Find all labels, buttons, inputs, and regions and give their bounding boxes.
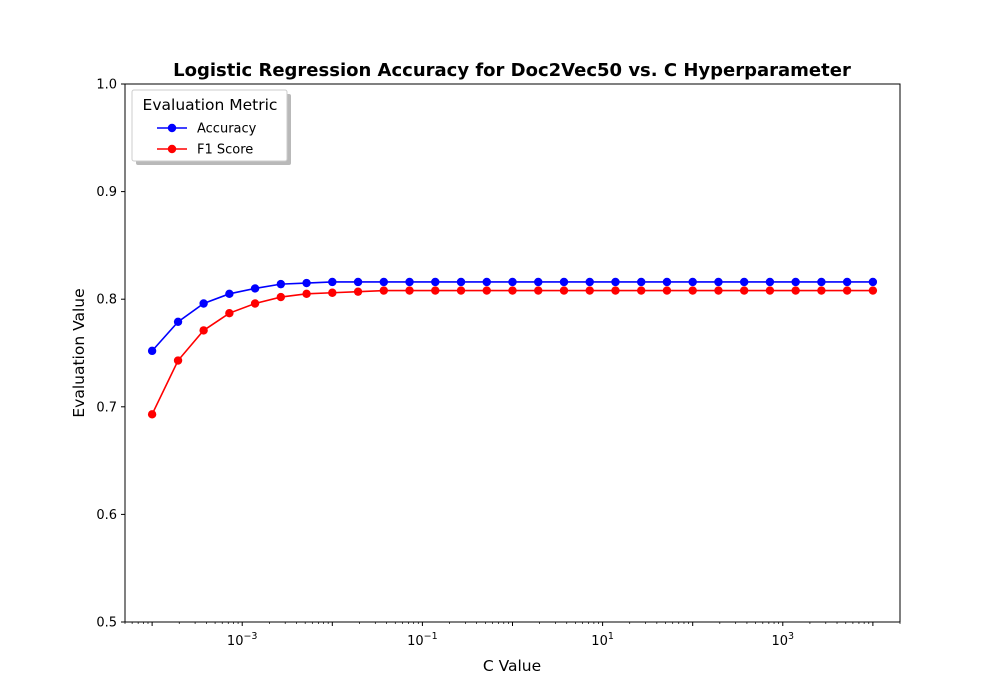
- data-point: [508, 286, 517, 295]
- y-tick-label: 0.9: [96, 185, 117, 200]
- data-point: [199, 326, 208, 335]
- x-tick-exponent: 1: [608, 631, 614, 642]
- data-point: [302, 289, 311, 299]
- legend-title: Evaluation Metric: [143, 96, 278, 114]
- data-point: [714, 286, 723, 295]
- data-point: [353, 277, 363, 287]
- y-tick-label: 0.7: [96, 400, 117, 415]
- x-tick-exponent: 3: [788, 631, 794, 642]
- data-point: [765, 286, 775, 295]
- data-point: [791, 277, 800, 287]
- data-point: [611, 277, 620, 287]
- data-point: [842, 286, 852, 295]
- series-accuracy: [147, 277, 878, 356]
- data-point: [585, 286, 594, 295]
- data-point: [817, 286, 826, 295]
- data-point: [225, 308, 234, 318]
- data-point: [585, 277, 594, 287]
- y-tick-label: 1.0: [96, 78, 117, 93]
- x-tick-exponent: −1: [424, 631, 438, 642]
- series-f1-score: [147, 286, 878, 419]
- y-axis: 0.5 0.6 0.7 0.8 0.9 1.0: [96, 78, 125, 631]
- x-tick-base: 10: [227, 634, 244, 649]
- data-point: [431, 286, 440, 295]
- data-point: [379, 277, 388, 287]
- data-point: [328, 277, 337, 287]
- data-point: [328, 288, 337, 297]
- data-point: [842, 277, 852, 287]
- data-point: [405, 286, 414, 295]
- y-axis-label: Evaluation Value: [70, 288, 88, 417]
- legend-label: Accuracy: [197, 122, 257, 137]
- data-point: [559, 277, 569, 287]
- data-point: [302, 278, 311, 288]
- data-point: [739, 277, 749, 287]
- data-point: [611, 286, 620, 295]
- legend-items: Accuracy F1 Score: [157, 122, 257, 158]
- legend-marker: [167, 123, 177, 133]
- plot-area: [125, 84, 900, 622]
- x-axis: 10−3 10−1 101 103: [124, 622, 901, 649]
- data-point: [765, 277, 775, 287]
- data-point: [276, 279, 286, 289]
- data-point: [508, 277, 517, 287]
- legend-box: [131, 89, 288, 162]
- y-tick-label: 0.6: [96, 508, 117, 523]
- y-tick-label: 0.5: [96, 616, 117, 631]
- data-point: [250, 284, 260, 293]
- data-point: [868, 286, 878, 295]
- data-point: [147, 346, 157, 356]
- x-axis-label: C Value: [483, 657, 541, 675]
- data-point: [173, 356, 183, 365]
- x-tick-base: 10: [771, 634, 788, 649]
- data-point: [688, 277, 697, 287]
- x-tick-label: 101: [591, 631, 614, 649]
- plot-frame: [124, 83, 901, 623]
- data-point: [199, 299, 208, 308]
- legend-marker: [167, 144, 177, 154]
- data-point: [714, 277, 723, 287]
- y-tick-label: 0.8: [96, 293, 117, 308]
- data-point: [559, 286, 569, 295]
- data-point: [482, 286, 491, 295]
- x-tick-label: 10−1: [407, 631, 438, 649]
- data-point: [431, 277, 440, 287]
- legend-label: F1 Score: [197, 143, 253, 158]
- data-point: [405, 277, 414, 287]
- x-tick-base: 10: [591, 634, 608, 649]
- data-point: [276, 292, 286, 302]
- data-point: [482, 277, 491, 287]
- legend: Evaluation Metric Accuracy F1 Score: [131, 89, 291, 165]
- data-point: [353, 287, 363, 296]
- data-point: [791, 286, 800, 295]
- data-point: [868, 277, 878, 287]
- data-point: [662, 277, 672, 287]
- data-point: [147, 410, 157, 419]
- chart-title: Logistic Regression Accuracy for Doc2Vec…: [173, 60, 851, 81]
- data-point: [456, 277, 466, 287]
- data-point: [379, 286, 388, 295]
- data-point: [534, 286, 543, 295]
- x-tick-label: 103: [771, 631, 794, 649]
- data-point: [817, 277, 826, 287]
- x-tick-label: 10−3: [227, 631, 258, 649]
- x-tick-exponent: −3: [243, 631, 257, 642]
- data-point: [456, 286, 466, 295]
- data-point: [225, 289, 234, 299]
- data-point: [534, 277, 543, 287]
- data-point: [637, 286, 646, 295]
- data-point: [688, 286, 697, 295]
- series-layer: [147, 277, 878, 419]
- x-tick-base: 10: [407, 634, 424, 649]
- data-point: [739, 286, 749, 295]
- data-point: [662, 286, 672, 295]
- data-point: [637, 277, 646, 287]
- data-point: [173, 317, 183, 326]
- data-point: [250, 299, 260, 308]
